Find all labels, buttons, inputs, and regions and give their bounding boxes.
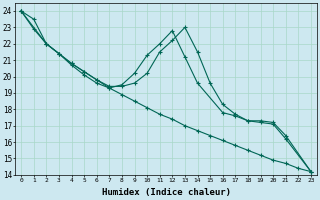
- X-axis label: Humidex (Indice chaleur): Humidex (Indice chaleur): [101, 188, 230, 197]
